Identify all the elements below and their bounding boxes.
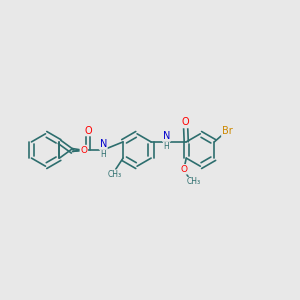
Text: Br: Br (222, 126, 232, 136)
Text: H: H (100, 151, 106, 160)
Text: N: N (100, 139, 107, 149)
Text: CH₃: CH₃ (107, 170, 121, 179)
Text: O: O (80, 146, 87, 154)
Text: N: N (163, 131, 170, 141)
Text: CH₃: CH₃ (186, 177, 200, 186)
Text: H: H (164, 142, 169, 152)
Text: O: O (84, 125, 92, 136)
Text: O: O (180, 165, 188, 174)
Text: O: O (182, 118, 190, 128)
